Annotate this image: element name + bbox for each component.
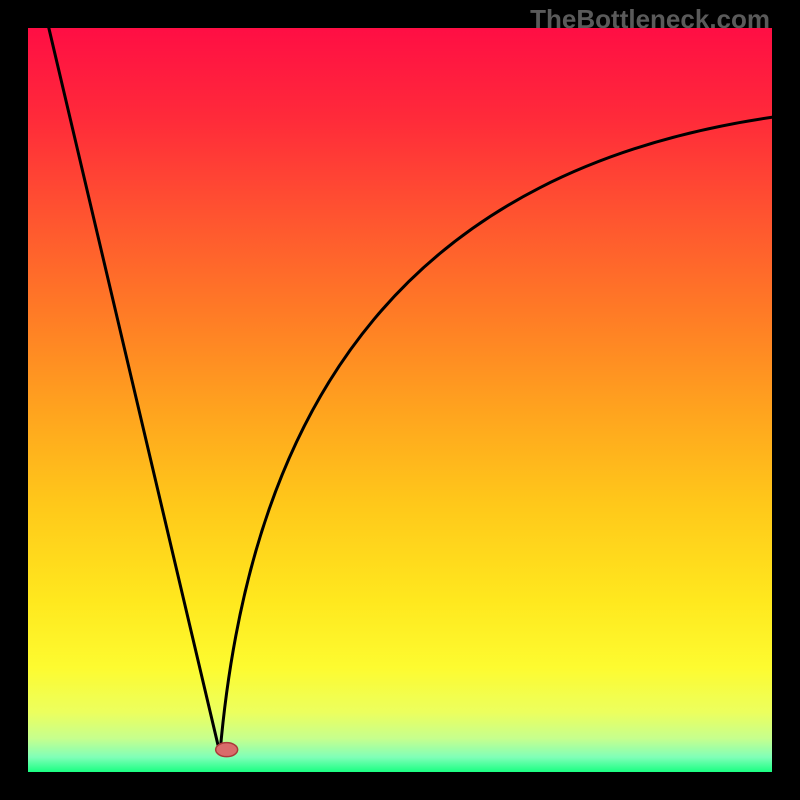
curve-left-branch xyxy=(49,28,220,753)
curve-overlay xyxy=(0,0,800,800)
curve-right-branch xyxy=(220,117,772,753)
bottleneck-marker xyxy=(216,743,238,757)
chart-container: TheBottleneck.com xyxy=(0,0,800,800)
watermark-text: TheBottleneck.com xyxy=(530,4,770,35)
